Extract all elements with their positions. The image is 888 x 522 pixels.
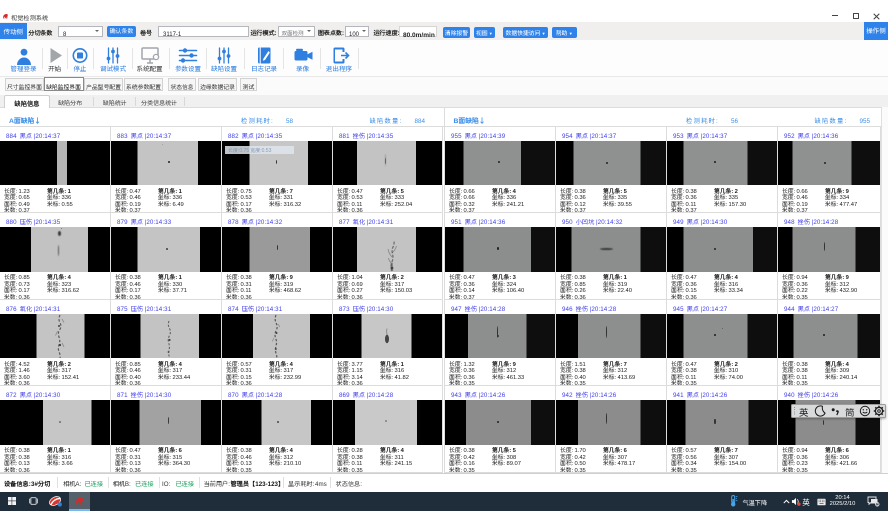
svg-text:6: 6 [876, 503, 878, 508]
